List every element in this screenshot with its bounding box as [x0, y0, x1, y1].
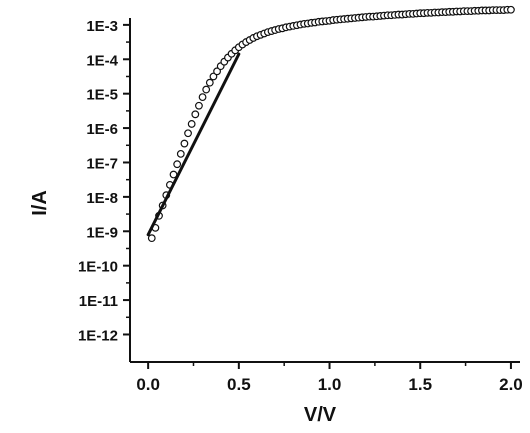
y-tick-label: 1E-10 — [78, 259, 118, 276]
fit-line — [146, 52, 241, 237]
y-tick-label: 1E-6 — [86, 121, 118, 138]
y-tick-label: 1E-8 — [86, 190, 118, 207]
data-point — [180, 139, 189, 148]
x-tick-label: 2.0 — [499, 375, 523, 394]
data-point — [198, 93, 207, 102]
y-tick-label: 1E-3 — [86, 18, 118, 35]
data-point — [191, 110, 200, 119]
data-point — [195, 101, 203, 110]
y-tick-label: 1E-12 — [78, 327, 118, 344]
y-tick-label: 1E-11 — [79, 293, 118, 310]
axis-layer: 1E-12 1E-11 1E-10 1E-9 1E-8 1E-7 1E-6 1E-5 1E-4 1… — [78, 18, 523, 394]
x-tick-label: 0.5 — [227, 375, 251, 394]
data-layer — [146, 5, 515, 243]
y-axis-label: I/A — [29, 190, 51, 216]
y-tick-label: 1E-4 — [86, 52, 118, 69]
y-tick-label: 1E-7 — [86, 155, 118, 172]
data-point — [507, 5, 515, 14]
x-tick-label: 0.0 — [136, 375, 160, 394]
x-tick-label: 1.5 — [408, 375, 432, 394]
x-tick-label: 1.0 — [318, 375, 342, 394]
y-tick-label: 1E-9 — [86, 224, 118, 241]
y-tick-label: 1E-5 — [86, 87, 118, 104]
data-point — [202, 85, 211, 94]
data-point — [213, 67, 221, 76]
x-axis-label: V/V — [304, 404, 337, 426]
label-layer: V/V I/A — [29, 190, 337, 426]
data-point — [176, 149, 185, 158]
data-point — [147, 234, 156, 243]
data-point — [173, 160, 182, 169]
data-point — [187, 120, 196, 128]
data-point — [184, 129, 192, 138]
data-point — [209, 72, 218, 81]
data-point — [205, 78, 214, 87]
